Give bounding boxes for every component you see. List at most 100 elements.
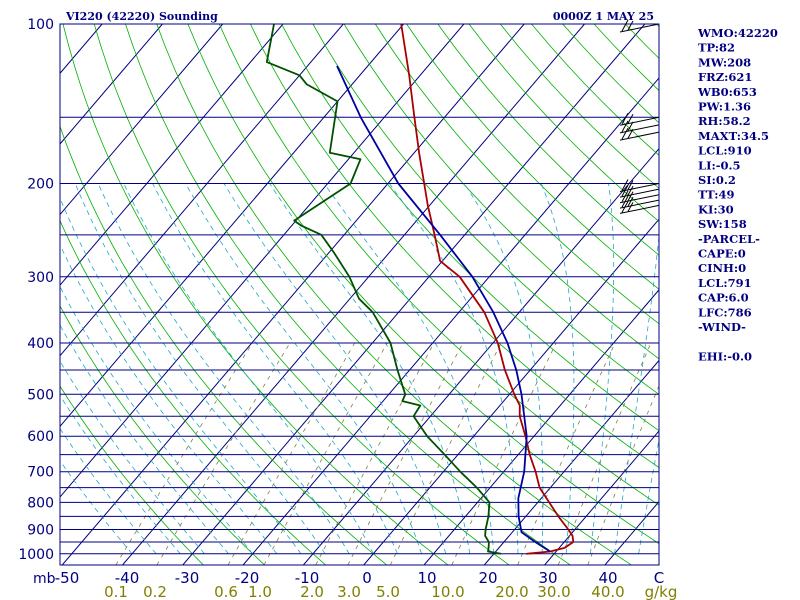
temperature-line — [400, 24, 575, 555]
sounding-profiles — [265, 24, 575, 555]
mixing-ratio-line — [263, 342, 388, 565]
mixing-ratio-tick-label: 3.0 — [337, 583, 361, 600]
isotherm — [60, 24, 465, 498]
isotherm — [60, 24, 344, 357]
temperature-tick-label: 20 — [478, 569, 497, 587]
index-line: LI:-0.5 — [698, 158, 741, 172]
index-line: KI:30 — [698, 202, 734, 216]
dry-adiabat — [93, 24, 510, 565]
isotherm — [182, 24, 646, 565]
dry-adiabat — [374, 24, 659, 325]
temperature-tick-label: 40 — [598, 569, 617, 587]
mixing-ratio-tick-label: 40.0 — [591, 583, 624, 600]
pressure-tick-label: 200 — [27, 176, 54, 192]
dry-adiabat — [60, 305, 265, 565]
index-line: CAP:6.0 — [698, 291, 749, 305]
mixing-ratio-tick-label: 20.0 — [495, 583, 528, 600]
mixing-ratio-tick-label: 2.0 — [300, 583, 324, 600]
isotherm — [60, 24, 224, 216]
isotherm — [423, 289, 659, 565]
dry-adiabat — [60, 125, 388, 565]
mixing-ratio-line — [227, 342, 356, 565]
index-line: CINH:0 — [698, 261, 746, 275]
mixing-ratio-line — [389, 342, 502, 565]
plot-frame — [59, 23, 660, 566]
index-line: -WIND- — [698, 320, 746, 334]
mixing-ratio-tick-label: 30.0 — [537, 583, 570, 600]
dry-adiabat — [62, 24, 449, 565]
wind-barbs — [619, 19, 660, 214]
mixing-ratio-line — [347, 342, 464, 565]
index-line: MW:208 — [698, 55, 751, 69]
temperature-tick-label: -40 — [115, 569, 140, 587]
isotherm — [60, 24, 404, 428]
index-line: LCL:910 — [698, 144, 752, 158]
index-line: RH:58.2 — [698, 114, 751, 128]
isotherm — [122, 24, 585, 565]
dry-adiabat — [312, 24, 659, 395]
dry-adiabat — [187, 24, 659, 545]
dry-adiabat — [437, 24, 659, 256]
index-line: EHI:-0.0 — [698, 349, 752, 363]
mixing-ratio-line — [451, 342, 557, 565]
moist-adiabat — [185, 183, 422, 554]
sounding-time: 0000Z 1 MAY 25 — [553, 10, 654, 23]
isotherm — [363, 218, 659, 565]
temperature-unit-label: C — [654, 569, 664, 587]
index-line: WB0:653 — [697, 85, 757, 99]
mixing-ratio-tick-label: 0.6 — [214, 583, 238, 600]
moist-adiabat — [123, 183, 374, 554]
temperature-tick-label: 0 — [362, 569, 372, 587]
mixing-ratio-line — [587, 384, 659, 565]
mixing-ratio-tick-label: 0.2 — [143, 583, 167, 600]
pressure-tick-label: 300 — [27, 270, 54, 286]
parcel-line — [336, 65, 551, 553]
temperature-tick-label: -50 — [55, 569, 80, 587]
wind-barb — [619, 195, 660, 209]
mixing-ratio-unit-label: g/kg — [645, 583, 678, 600]
pressure-tick-label: 100 — [27, 17, 54, 33]
dry-adiabat — [218, 24, 659, 506]
moist-adiabat — [60, 197, 302, 555]
index-line: CAPE:0 — [698, 247, 746, 261]
index-line: TP:82 — [698, 41, 735, 55]
dewpoint-line — [265, 24, 502, 555]
dry-adiabat — [60, 385, 204, 565]
isotherm — [60, 24, 163, 145]
index-line: FRZ:621 — [698, 70, 752, 84]
temperature-tick-label: 10 — [417, 569, 436, 587]
dry-adiabat — [406, 24, 659, 290]
index-line: SI:0.2 — [698, 173, 736, 187]
isotherm — [242, 77, 659, 565]
index-line: -PARCEL- — [698, 232, 760, 246]
isotherm — [544, 430, 659, 565]
index-line: SW:158 — [698, 217, 747, 231]
dry-adiabat — [343, 24, 659, 360]
index-line: LFC:786 — [698, 305, 752, 319]
isotherm — [60, 24, 284, 286]
wind-barb — [619, 190, 660, 204]
wind-barb — [619, 19, 660, 33]
isotherm — [61, 24, 525, 565]
temperature-tick-label: 30 — [538, 569, 557, 587]
moist-adiabat — [60, 243, 278, 555]
wind-barb — [619, 127, 660, 141]
mixing-ratio-line — [315, 342, 435, 565]
dry-adiabat — [281, 24, 659, 432]
pressure-unit-label: mb — [33, 571, 56, 587]
mixing-ratio-tick-label: 10.0 — [431, 583, 464, 600]
temperature-tick-label: -20 — [235, 569, 260, 587]
mixing-ratio-tick-label: 1.0 — [248, 583, 272, 600]
index-line: PW:1.36 — [698, 100, 751, 114]
pressure-tick-label: 900 — [27, 523, 54, 539]
index-line: LCL:791 — [698, 276, 752, 290]
mixing-ratio-tick-label: 5.0 — [376, 583, 400, 600]
pressure-tick-label: 500 — [27, 387, 54, 403]
temperature-tick-label: -10 — [295, 569, 320, 587]
isotherm — [483, 359, 659, 565]
wind-barb — [619, 179, 660, 192]
index-line: WMO:42220 — [697, 26, 778, 40]
wind-barb — [619, 201, 660, 214]
